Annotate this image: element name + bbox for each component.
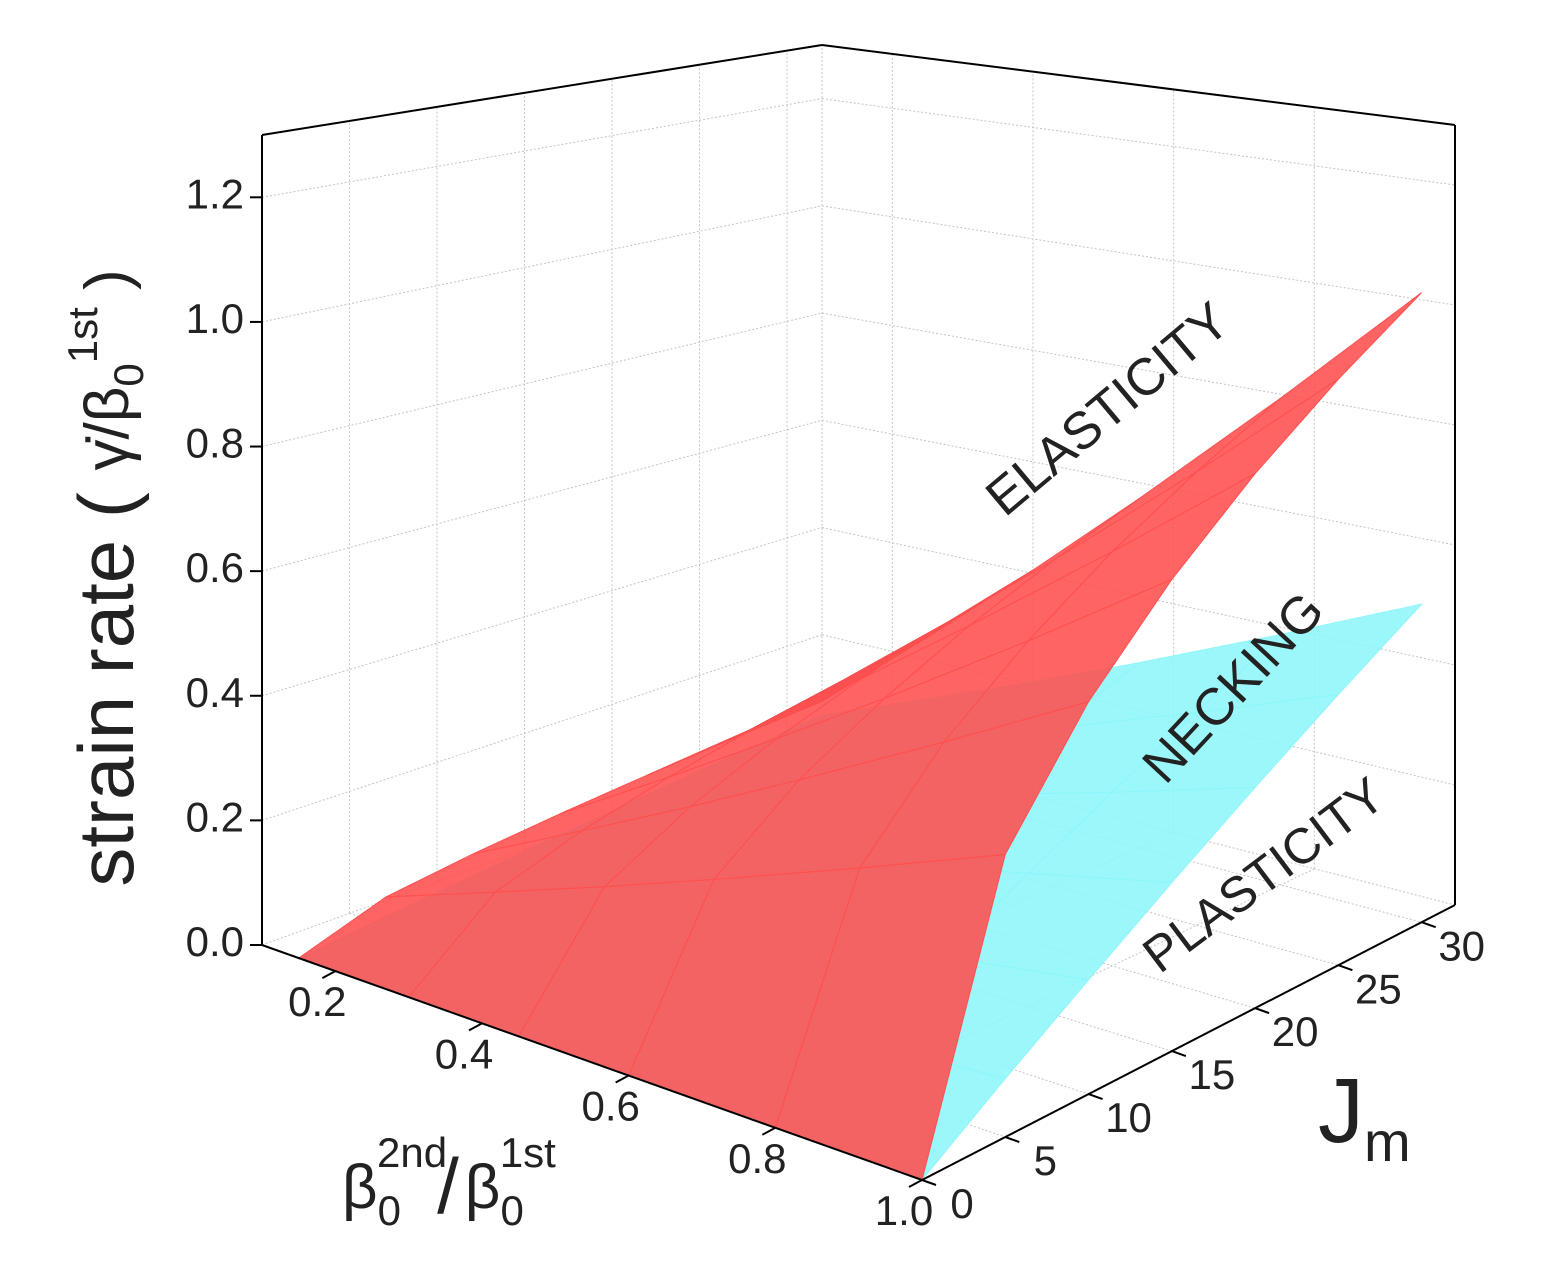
y-title-sub: m bbox=[1364, 1110, 1411, 1173]
z-title-sup: 1st bbox=[59, 307, 106, 363]
grid-line bbox=[261, 527, 823, 697]
grid-line bbox=[699, 785, 1339, 966]
grid-line bbox=[261, 419, 823, 572]
axes: 0.0 0.2 0.4 0.6 0.8 1.0 1.2 0.2 0.4 0.6 0.8 1.0 0 5 10… bbox=[186, 44, 1485, 1234]
grid-line bbox=[261, 205, 823, 323]
grid-line bbox=[821, 98, 1456, 186]
z-tick-label: 0.0 bbox=[186, 918, 244, 965]
y-tick bbox=[1338, 964, 1353, 972]
surfaces bbox=[297, 292, 1424, 1181]
grid-line bbox=[821, 312, 1456, 426]
grid-line bbox=[821, 205, 1456, 306]
y-tick bbox=[1254, 1007, 1270, 1015]
grid-line bbox=[261, 98, 823, 198]
x-tick-label: 0.4 bbox=[435, 1030, 493, 1077]
z-title-sub: 0 bbox=[105, 363, 152, 386]
x-axis-title: β02nd/β01st bbox=[342, 1129, 556, 1234]
y-tick-label: 30 bbox=[1438, 922, 1485, 969]
x-tick bbox=[615, 1074, 630, 1084]
x-tick-label: 0.6 bbox=[581, 1083, 639, 1130]
z-tick-label: 0.6 bbox=[186, 544, 244, 591]
y-tick-label: 20 bbox=[1272, 1008, 1319, 1055]
y-tick bbox=[1004, 1136, 1020, 1143]
box-edge bbox=[821, 44, 1456, 126]
y-tick bbox=[1088, 1093, 1103, 1101]
z-tick-label: 0.4 bbox=[186, 669, 244, 716]
y-tick-label: 15 bbox=[1188, 1051, 1235, 1098]
x-title-slash: / bbox=[437, 1142, 459, 1230]
x-tick bbox=[468, 1022, 483, 1032]
x-tick bbox=[908, 1179, 923, 1188]
y-tick-label: 25 bbox=[1355, 965, 1402, 1012]
z-axis-title: strain rate ( γ̇/β01st ) bbox=[59, 269, 152, 886]
z-tick-label: 1.2 bbox=[186, 170, 244, 217]
x-tick-label: 0.8 bbox=[728, 1135, 786, 1182]
x-tick bbox=[761, 1126, 776, 1136]
x-title-sub: 0 bbox=[378, 1187, 401, 1234]
x-axis bbox=[261, 944, 923, 1181]
y-tick bbox=[1421, 921, 1437, 929]
x-title-sub: 0 bbox=[500, 1187, 523, 1234]
x-title-sup: 2nd bbox=[377, 1129, 447, 1176]
x-title-sym: β bbox=[342, 1153, 378, 1222]
x-tick-label: 0.2 bbox=[288, 978, 346, 1025]
grid-line bbox=[261, 312, 823, 448]
x-tick-label: 1.0 bbox=[875, 1187, 933, 1234]
y-axis bbox=[921, 904, 1456, 1181]
x-tick bbox=[321, 970, 336, 979]
z-title-symbol: γ̇/β bbox=[73, 387, 142, 471]
y-tick bbox=[1171, 1050, 1187, 1058]
x-title-sup: 1st bbox=[500, 1129, 556, 1176]
z-title-main: strain rate ( bbox=[62, 471, 150, 887]
z-tick-label: 0.8 bbox=[186, 420, 244, 467]
y-tick-label: 5 bbox=[1034, 1137, 1057, 1184]
y-tick-label: 0 bbox=[950, 1180, 973, 1227]
x-title-sym: β bbox=[465, 1153, 501, 1222]
y-title-main: J bbox=[1318, 1060, 1364, 1162]
surface-cell bbox=[1196, 292, 1423, 473]
y-axis-title: Jm bbox=[1318, 1060, 1411, 1173]
y-tick-label: 10 bbox=[1105, 1094, 1152, 1141]
y-tick bbox=[921, 1179, 937, 1186]
grid-line bbox=[821, 419, 1456, 546]
z-tick-label: 1.0 bbox=[186, 295, 244, 342]
z-tick-label: 0.2 bbox=[186, 793, 244, 840]
box-edge bbox=[261, 44, 823, 136]
z-title-close: ) bbox=[73, 269, 142, 307]
